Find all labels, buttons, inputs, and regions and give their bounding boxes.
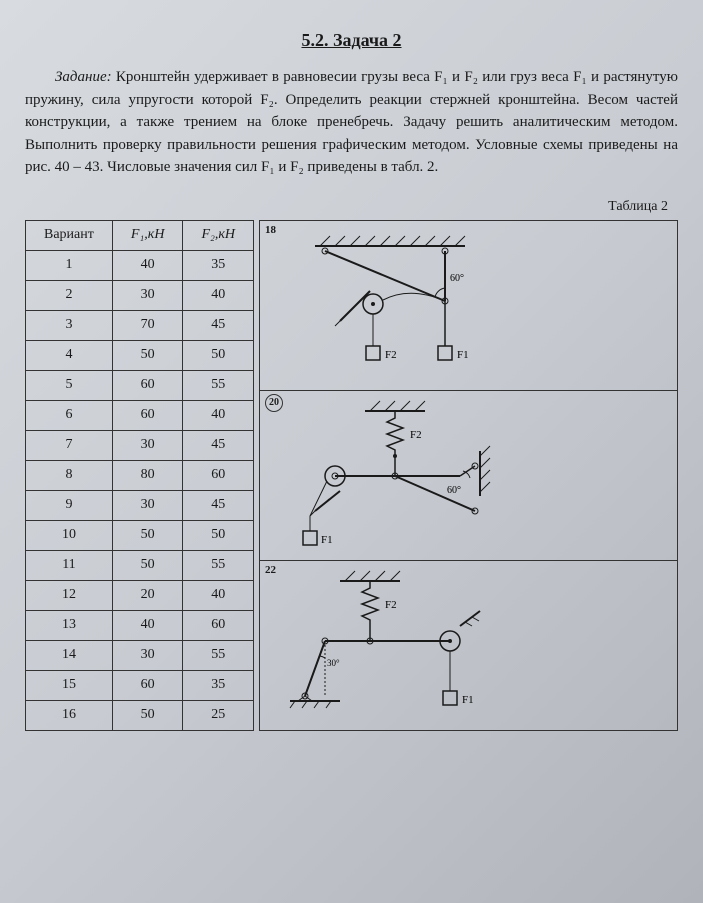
table-cell: 4 xyxy=(26,340,113,370)
table-cell: 50 xyxy=(112,700,183,730)
table-row: 93045 xyxy=(26,490,254,520)
table-cell: 30 xyxy=(112,280,183,310)
table-cell: 40 xyxy=(183,580,254,610)
table-row: 143055 xyxy=(26,640,254,670)
col-variant: Вариант xyxy=(26,220,113,250)
table-cell: 2 xyxy=(26,280,113,310)
table-cell: 35 xyxy=(183,670,254,700)
f2-label: F2 xyxy=(410,429,422,441)
table-cell: 50 xyxy=(112,520,183,550)
table-cell: 30 xyxy=(112,430,183,460)
table-cell: 20 xyxy=(112,580,183,610)
f1-label: F1 xyxy=(457,349,469,361)
table-cell: 50 xyxy=(183,340,254,370)
table-header-row: Вариант F₁,кН F₂,кН xyxy=(26,220,254,250)
angle-label: 60° xyxy=(447,485,461,496)
table-cell: 45 xyxy=(183,310,254,340)
table-row: 115055 xyxy=(26,550,254,580)
table-cell: 16 xyxy=(26,700,113,730)
table-caption: Таблица 2 xyxy=(25,199,668,215)
table-cell: 12 xyxy=(26,580,113,610)
f1-label: F1 xyxy=(321,534,333,546)
task-label: Задание: xyxy=(55,69,112,85)
table-cell: 14 xyxy=(26,640,113,670)
data-table: Вариант F₁,кН F₂,кН 14035230403704545050… xyxy=(25,220,254,731)
diagrams-column: 18 60° xyxy=(259,220,678,731)
table-row: 14035 xyxy=(26,250,254,280)
diagram-number: 18 xyxy=(265,224,276,236)
diagram-20: 20 F2 xyxy=(260,391,677,561)
table-row: 37045 xyxy=(26,310,254,340)
table-cell: 1 xyxy=(26,250,113,280)
table-cell: 55 xyxy=(183,640,254,670)
table-cell: 80 xyxy=(112,460,183,490)
table-cell: 40 xyxy=(183,400,254,430)
section-title: 5.2. Задача 2 xyxy=(25,30,678,51)
col-f2: F₂,кН xyxy=(183,220,254,250)
table-row: 23040 xyxy=(26,280,254,310)
table-row: 122040 xyxy=(26,580,254,610)
col-f1: F₁,кН xyxy=(112,220,183,250)
diagram-number: 20 xyxy=(265,394,283,412)
table-cell: 30 xyxy=(112,490,183,520)
table-cell: 40 xyxy=(112,250,183,280)
table-cell: 30 xyxy=(112,640,183,670)
angle-label: 60° xyxy=(450,273,464,284)
table-row: 105050 xyxy=(26,520,254,550)
table-cell: 10 xyxy=(26,520,113,550)
content-row: Вариант F₁,кН F₂,кН 14035230403704545050… xyxy=(25,220,678,731)
table-row: 73045 xyxy=(26,430,254,460)
task-body: Кронштейн удерживает в равновесии грузы … xyxy=(25,69,678,175)
table-cell: 6 xyxy=(26,400,113,430)
task-description: Задание: Кронштейн удерживает в равновес… xyxy=(25,66,678,179)
table-cell: 45 xyxy=(183,430,254,460)
table-cell: 60 xyxy=(112,370,183,400)
table-cell: 55 xyxy=(183,370,254,400)
angle-label: 30° xyxy=(327,658,340,668)
table-cell: 60 xyxy=(112,670,183,700)
table-cell: 60 xyxy=(183,460,254,490)
table-cell: 15 xyxy=(26,670,113,700)
table-row: 165025 xyxy=(26,700,254,730)
table-cell: 13 xyxy=(26,610,113,640)
table-cell: 3 xyxy=(26,310,113,340)
diagram-22: 22 F2 30° xyxy=(260,561,677,730)
table-cell: 50 xyxy=(112,340,183,370)
table-cell: 5 xyxy=(26,370,113,400)
table-row: 66040 xyxy=(26,400,254,430)
table-cell: 50 xyxy=(183,520,254,550)
table-cell: 8 xyxy=(26,460,113,490)
table-row: 134060 xyxy=(26,610,254,640)
table-cell: 70 xyxy=(112,310,183,340)
table-row: 56055 xyxy=(26,370,254,400)
table-cell: 45 xyxy=(183,490,254,520)
table-cell: 7 xyxy=(26,430,113,460)
diagram-18: 18 60° xyxy=(260,221,677,391)
table-cell: 9 xyxy=(26,490,113,520)
f1-label: F1 xyxy=(462,694,474,706)
f2-label: F2 xyxy=(385,599,397,611)
table-row: 156035 xyxy=(26,670,254,700)
table-cell: 50 xyxy=(112,550,183,580)
diagram-number: 22 xyxy=(265,564,276,576)
table-cell: 55 xyxy=(183,550,254,580)
table-cell: 40 xyxy=(112,610,183,640)
table-cell: 60 xyxy=(112,400,183,430)
table-cell: 60 xyxy=(183,610,254,640)
table-row: 88060 xyxy=(26,460,254,490)
table-cell: 35 xyxy=(183,250,254,280)
table-cell: 40 xyxy=(183,280,254,310)
table-row: 45050 xyxy=(26,340,254,370)
table-cell: 11 xyxy=(26,550,113,580)
table-cell: 25 xyxy=(183,700,254,730)
f2-label: F2 xyxy=(385,349,397,361)
